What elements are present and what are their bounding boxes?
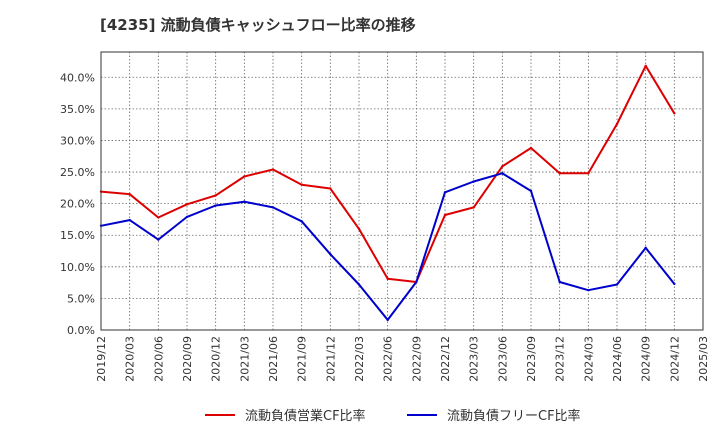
data-point (185, 203, 189, 206)
data-point (558, 280, 561, 284)
x-tick-label: 2022/09 (410, 336, 423, 382)
x-tick-label: 2024/12 (668, 336, 681, 382)
data-point (529, 146, 533, 150)
y-tick-label: 35.0% (60, 103, 95, 116)
data-point (157, 238, 160, 241)
data-point (214, 204, 217, 207)
y-tick-label: 40.0% (60, 71, 95, 84)
chart-title: [4235] 流動負債キャッシュフロー比率の推移 (100, 16, 416, 34)
data-point (673, 112, 676, 115)
y-tick-label: 30.0% (60, 134, 95, 147)
data-point (185, 215, 189, 219)
data-point (128, 192, 131, 196)
x-tick-label: 2021/06 (267, 336, 280, 382)
x-tick-label: 2021/09 (296, 336, 309, 382)
series-2 (99, 172, 676, 322)
x-tick-label: 2019/12 (95, 336, 108, 382)
x-tick-label: 2021/12 (324, 336, 337, 382)
data-point (271, 168, 275, 171)
y-tick-label: 25.0% (60, 166, 95, 179)
x-tick-label: 2020/12 (210, 336, 223, 382)
x-tick-label: 2022/03 (353, 336, 366, 382)
data-point (386, 318, 389, 322)
x-tick-label: 2021/03 (238, 336, 251, 382)
y-axis-ticks: 0.0% 5.0% 10.0% 15.0% 20.0% 25.0% 30.0% 35.0% 40… (60, 71, 95, 337)
x-tick-label: 2022/12 (439, 336, 452, 382)
x-tick-label: 2024/09 (640, 336, 653, 382)
y-tick-label: 5.0% (67, 292, 95, 305)
data-point (615, 122, 619, 126)
x-tick-label: 2020/09 (181, 336, 194, 382)
data-point (501, 165, 504, 168)
data-point (644, 246, 647, 250)
data-point (558, 172, 561, 175)
data-point (472, 180, 475, 183)
x-tick-label: 2025/03 (697, 336, 710, 382)
data-point (329, 252, 332, 256)
data-point (357, 283, 361, 286)
x-tick-label: 2022/06 (382, 336, 395, 382)
data-point (157, 216, 160, 219)
y-tick-label: 20.0% (60, 198, 95, 211)
data-point (673, 282, 676, 286)
data-point (644, 64, 647, 68)
legend-label: 流動負債営業CF比率 (245, 408, 366, 424)
x-tick-label: 2023/03 (468, 336, 481, 382)
data-point (529, 189, 533, 193)
data-point (300, 183, 303, 186)
data-point (443, 213, 447, 217)
data-point (271, 206, 275, 209)
x-tick-label: 2023/09 (525, 336, 538, 382)
data-point (587, 172, 590, 175)
data-point (386, 277, 389, 281)
data-point (357, 227, 361, 231)
legend: 流動負債営業CF比率 流動負債フリーCF比率 (205, 408, 581, 424)
data-point (587, 288, 590, 292)
data-point (300, 220, 303, 223)
series-layer (99, 64, 676, 322)
data-point (214, 194, 217, 197)
y-tick-label: 10.0% (60, 261, 95, 274)
data-point (329, 187, 332, 190)
y-tick-label: 0.0% (67, 324, 95, 337)
y-tick-label: 15.0% (60, 229, 95, 242)
data-point (443, 191, 447, 194)
plot-frame (100, 51, 704, 331)
data-point (415, 280, 418, 284)
data-point (128, 218, 131, 222)
x-tick-label: 2023/12 (554, 336, 567, 382)
data-point (472, 206, 475, 209)
legend-label: 流動負債フリーCF比率 (447, 408, 581, 424)
x-tick-label: 2024/03 (582, 336, 595, 382)
data-point (615, 283, 619, 286)
x-tick-label: 2024/06 (611, 336, 624, 382)
x-tick-label: 2023/06 (496, 336, 509, 382)
data-point (501, 172, 504, 175)
x-tick-label: 2020/03 (124, 336, 137, 382)
data-point (243, 200, 246, 203)
grid-layer (101, 51, 703, 330)
series-1 (99, 64, 676, 284)
x-tick-label: 2020/06 (152, 336, 165, 382)
data-point (243, 175, 246, 178)
x-axis-ticks: 2019/12 2020/03 2020/06 2020/09 2020/12 2021/… (95, 336, 710, 382)
